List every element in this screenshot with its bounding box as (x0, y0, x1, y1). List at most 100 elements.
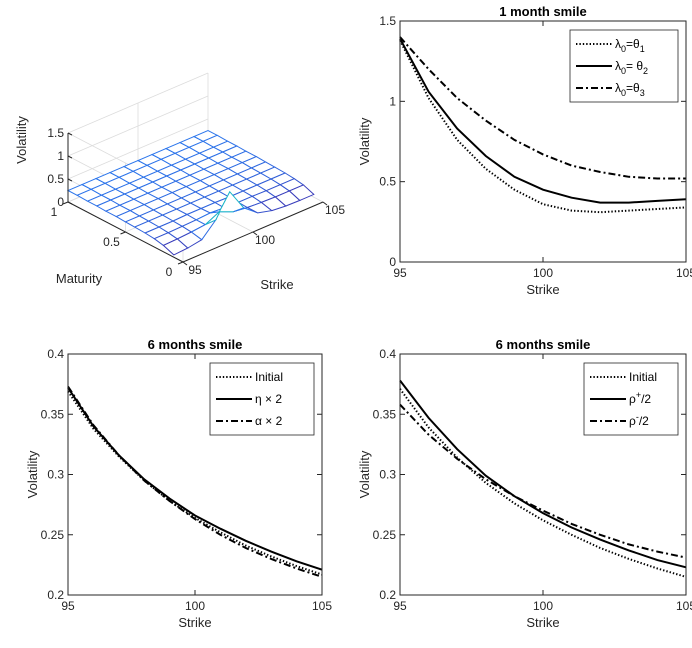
x-tick-label: 95 (61, 599, 75, 613)
legend-label-main: λ (615, 37, 621, 51)
y-tick-label: 0.4 (47, 347, 64, 361)
legend-label-sup: - (636, 412, 639, 422)
legend-label-main: α × 2 (255, 414, 283, 428)
y-tick-label: 0.3 (379, 468, 396, 482)
legend-label-main: Initial (255, 370, 283, 384)
series-line-0 (399, 388, 687, 578)
legend-label-0: Initial (629, 370, 657, 384)
z-tick-label: 0 (57, 195, 64, 209)
y-tick-label: 0.2 (379, 588, 396, 602)
z-tick-label: 0.5 (47, 172, 64, 186)
legend-label-0: Initial (255, 370, 283, 384)
y-tick (62, 201, 69, 205)
legend-label-1: λ0= θ2 (615, 59, 648, 76)
six-month-smile-eta-alpha-panel: 6 months smile 95 100 105 0.2 0.25 0.3 0.35 0.4 S… (25, 337, 332, 630)
y-tick-label: 0 (166, 265, 173, 279)
legend-label-main: ρ (629, 392, 636, 406)
legend-label-sub: 0 (621, 66, 626, 76)
x-tick-label: 100 (533, 599, 553, 613)
legend-label-sub: 0 (621, 44, 626, 54)
chart-title: 6 months smile (148, 337, 243, 352)
legend-label-2: α × 2 (255, 414, 283, 428)
surface-axes: 9510010500.5100.511.5StrikeMaturityVolat… (14, 116, 345, 292)
legend-label-sub: 3 (640, 88, 645, 98)
x-tick-label: 105 (325, 203, 345, 217)
y-tick (120, 231, 126, 235)
maturity-axis-label: Maturity (56, 271, 103, 286)
legend-label-mid: =θ (626, 81, 640, 95)
y-tick-label: 0.4 (379, 347, 396, 361)
one-month-smile-panel: 1 month smile9510010500.511.5StrikeVolat… (357, 4, 692, 297)
y-tick-label: 0.35 (373, 407, 397, 421)
series-line-1 (399, 38, 687, 204)
y-tick-label: 0.25 (41, 528, 65, 542)
z-tick (67, 201, 73, 205)
y-tick-label: 0.35 (41, 407, 65, 421)
surface-panel: 9510010500.5100.511.5StrikeMaturityVolat… (14, 72, 345, 292)
x-axis-label: Strike (526, 282, 559, 297)
y-axis-label: Volatility (25, 450, 40, 498)
y-tick-label: 1 (389, 94, 396, 108)
y-tick-label: 0.3 (47, 468, 64, 482)
x-tick-label: 100 (185, 599, 205, 613)
legend-label-main: Initial (629, 370, 657, 384)
legend-label-sub: 0 (621, 88, 626, 98)
z-tick (67, 132, 73, 136)
y-tick-label: 1.5 (379, 14, 396, 28)
x-tick-label: 95 (393, 599, 407, 613)
legend-label-2: ρ-/2 (629, 412, 649, 428)
y-tick-label: 0.25 (373, 528, 397, 542)
volatility-axis-label: Volatility (14, 116, 29, 164)
series-line-2 (67, 385, 323, 578)
six-month-smile-rho-panel: 6 months smile 95 100 105 0.2 0.25 0.3 0.35 0.4 S… (357, 337, 692, 630)
y-tick-label: 0.2 (47, 588, 64, 602)
series-line-2 (399, 36, 686, 180)
legend-label-main: λ (615, 59, 621, 73)
legend-label-sup: + (636, 390, 641, 400)
chart-title: 1 month smile (499, 4, 586, 19)
surface-mesh (66, 129, 315, 256)
legend: Initial η × 2 α × 2 (209, 362, 315, 436)
chart-title: 6 months smile (496, 337, 591, 352)
legend-label-main: λ (615, 81, 621, 95)
y-tick-label: 0.5 (379, 175, 396, 189)
z-tick (67, 155, 73, 159)
surface-cell (288, 184, 315, 201)
legend-label-main: ρ (629, 414, 636, 428)
legend-label-mid: = θ (626, 59, 643, 73)
x-tick-label: 100 (533, 266, 553, 280)
legend-label-2: λ0=θ3 (615, 81, 645, 98)
legend-label-1: η × 2 (255, 392, 282, 406)
x-tick (322, 201, 328, 206)
y-axis-label: Volatility (357, 117, 372, 165)
x-tick (182, 261, 188, 266)
series-line-2 (399, 403, 687, 559)
y-tick-label: 1 (51, 205, 58, 219)
x-tick (252, 231, 258, 236)
x-tick-label: 105 (312, 599, 332, 613)
legend-label-mid: /2 (639, 414, 649, 428)
y-axis-label: Volatility (357, 450, 372, 498)
legend-label-0: λ0=θ1 (615, 37, 645, 54)
legend-label-1: ρ+/2 (629, 390, 651, 406)
y-tick (177, 261, 184, 265)
z-tick (67, 178, 73, 182)
legend-label-main: η × 2 (255, 392, 282, 406)
legend-label-sub: 1 (640, 44, 645, 54)
x-tick-label: 100 (255, 233, 275, 247)
x-tick-label: 95 (393, 266, 407, 280)
z-tick-label: 1 (57, 149, 64, 163)
legend-label-mid: =θ (626, 37, 640, 51)
x-tick-label: 95 (188, 263, 202, 277)
y-tick-label: 0 (389, 255, 396, 269)
series-line-1 (399, 379, 687, 569)
x-axis-label: Strike (178, 615, 211, 630)
series-line-1 (67, 387, 323, 571)
x-axis-label: Strike (526, 615, 559, 630)
strike-axis-label: Strike (260, 277, 293, 292)
z-tick-label: 1.5 (47, 126, 64, 140)
x-tick-label: 105 (676, 599, 692, 613)
